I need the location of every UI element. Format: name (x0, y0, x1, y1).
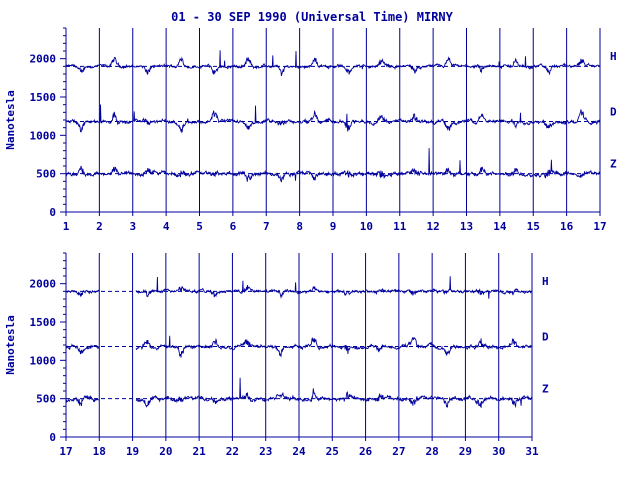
component-label-d: D (542, 330, 549, 343)
panel-days-17-31: Nanotesla 0 500 1000 1500 2000 17 18 19 20 21 22 23 2… (4, 252, 549, 458)
x-tick-label: 26 (359, 445, 373, 458)
x-tick-label: 29 (459, 445, 472, 458)
y-tick-label: 2000 (30, 278, 57, 291)
trace-d (65, 104, 601, 134)
x-tick-label: 28 (426, 445, 439, 458)
trace-d (65, 335, 533, 358)
y-tick-label: 0 (49, 431, 56, 444)
x-tick-label: 7 (263, 220, 270, 233)
y-tick-label: 1500 (30, 316, 57, 329)
x-tick-label: 16 (560, 220, 574, 233)
y-tick-label: 500 (36, 393, 56, 406)
x-tick-label: 13 (460, 220, 473, 233)
x-tick-label: 15 (527, 220, 540, 233)
x-tick-label: 5 (196, 220, 203, 233)
x-tick-label: 3 (129, 220, 136, 233)
x-tick-label: 10 (360, 220, 373, 233)
x-tick-label: 17 (593, 220, 606, 233)
y-axis-label: Nanotesla (4, 315, 17, 375)
x-tick-label: 19 (126, 445, 139, 458)
x-tick-label: 1 (63, 220, 70, 233)
trace-z (65, 148, 601, 183)
x-tick-label: 6 (230, 220, 237, 233)
x-tick-label: 21 (193, 445, 207, 458)
y-tick-label: 500 (36, 168, 56, 181)
x-tick-label: 12 (427, 220, 440, 233)
component-label-h: H (542, 275, 549, 288)
trace-h (65, 276, 533, 299)
component-label-z: Z (610, 158, 617, 171)
y-tick-label: 1500 (30, 91, 57, 104)
component-label-h: H (610, 50, 617, 63)
y-tick-label: 1000 (30, 354, 57, 367)
x-tick-label: 24 (292, 445, 306, 458)
x-tick-label: 17 (59, 445, 72, 458)
x-tick-label: 23 (259, 445, 272, 458)
x-tick-label: 25 (326, 445, 339, 458)
component-label-z: Z (542, 383, 549, 396)
x-tick-label: 4 (163, 220, 170, 233)
y-tick-label: 0 (49, 206, 56, 219)
y-axis-label: Nanotesla (4, 90, 17, 150)
x-tick-label: 14 (493, 220, 507, 233)
x-tick-label: 27 (392, 445, 405, 458)
y-tick-label: 1000 (30, 129, 57, 142)
trace-h (65, 50, 601, 77)
component-label-d: D (610, 105, 617, 118)
x-tick-label: 22 (226, 445, 239, 458)
x-tick-label: 20 (159, 445, 172, 458)
x-tick-label: 2 (96, 220, 103, 233)
x-tick-label: 31 (525, 445, 539, 458)
chart-title: 01 - 30 SEP 1990 (Universal Time) MIRNY (171, 10, 454, 24)
x-tick-label: 30 (492, 445, 505, 458)
x-tick-label: 11 (393, 220, 407, 233)
x-tick-label: 8 (296, 220, 303, 233)
x-tick-label: 18 (93, 445, 106, 458)
y-tick-label: 2000 (30, 53, 57, 66)
x-tick-label: 9 (330, 220, 337, 233)
trace-z (65, 377, 533, 409)
